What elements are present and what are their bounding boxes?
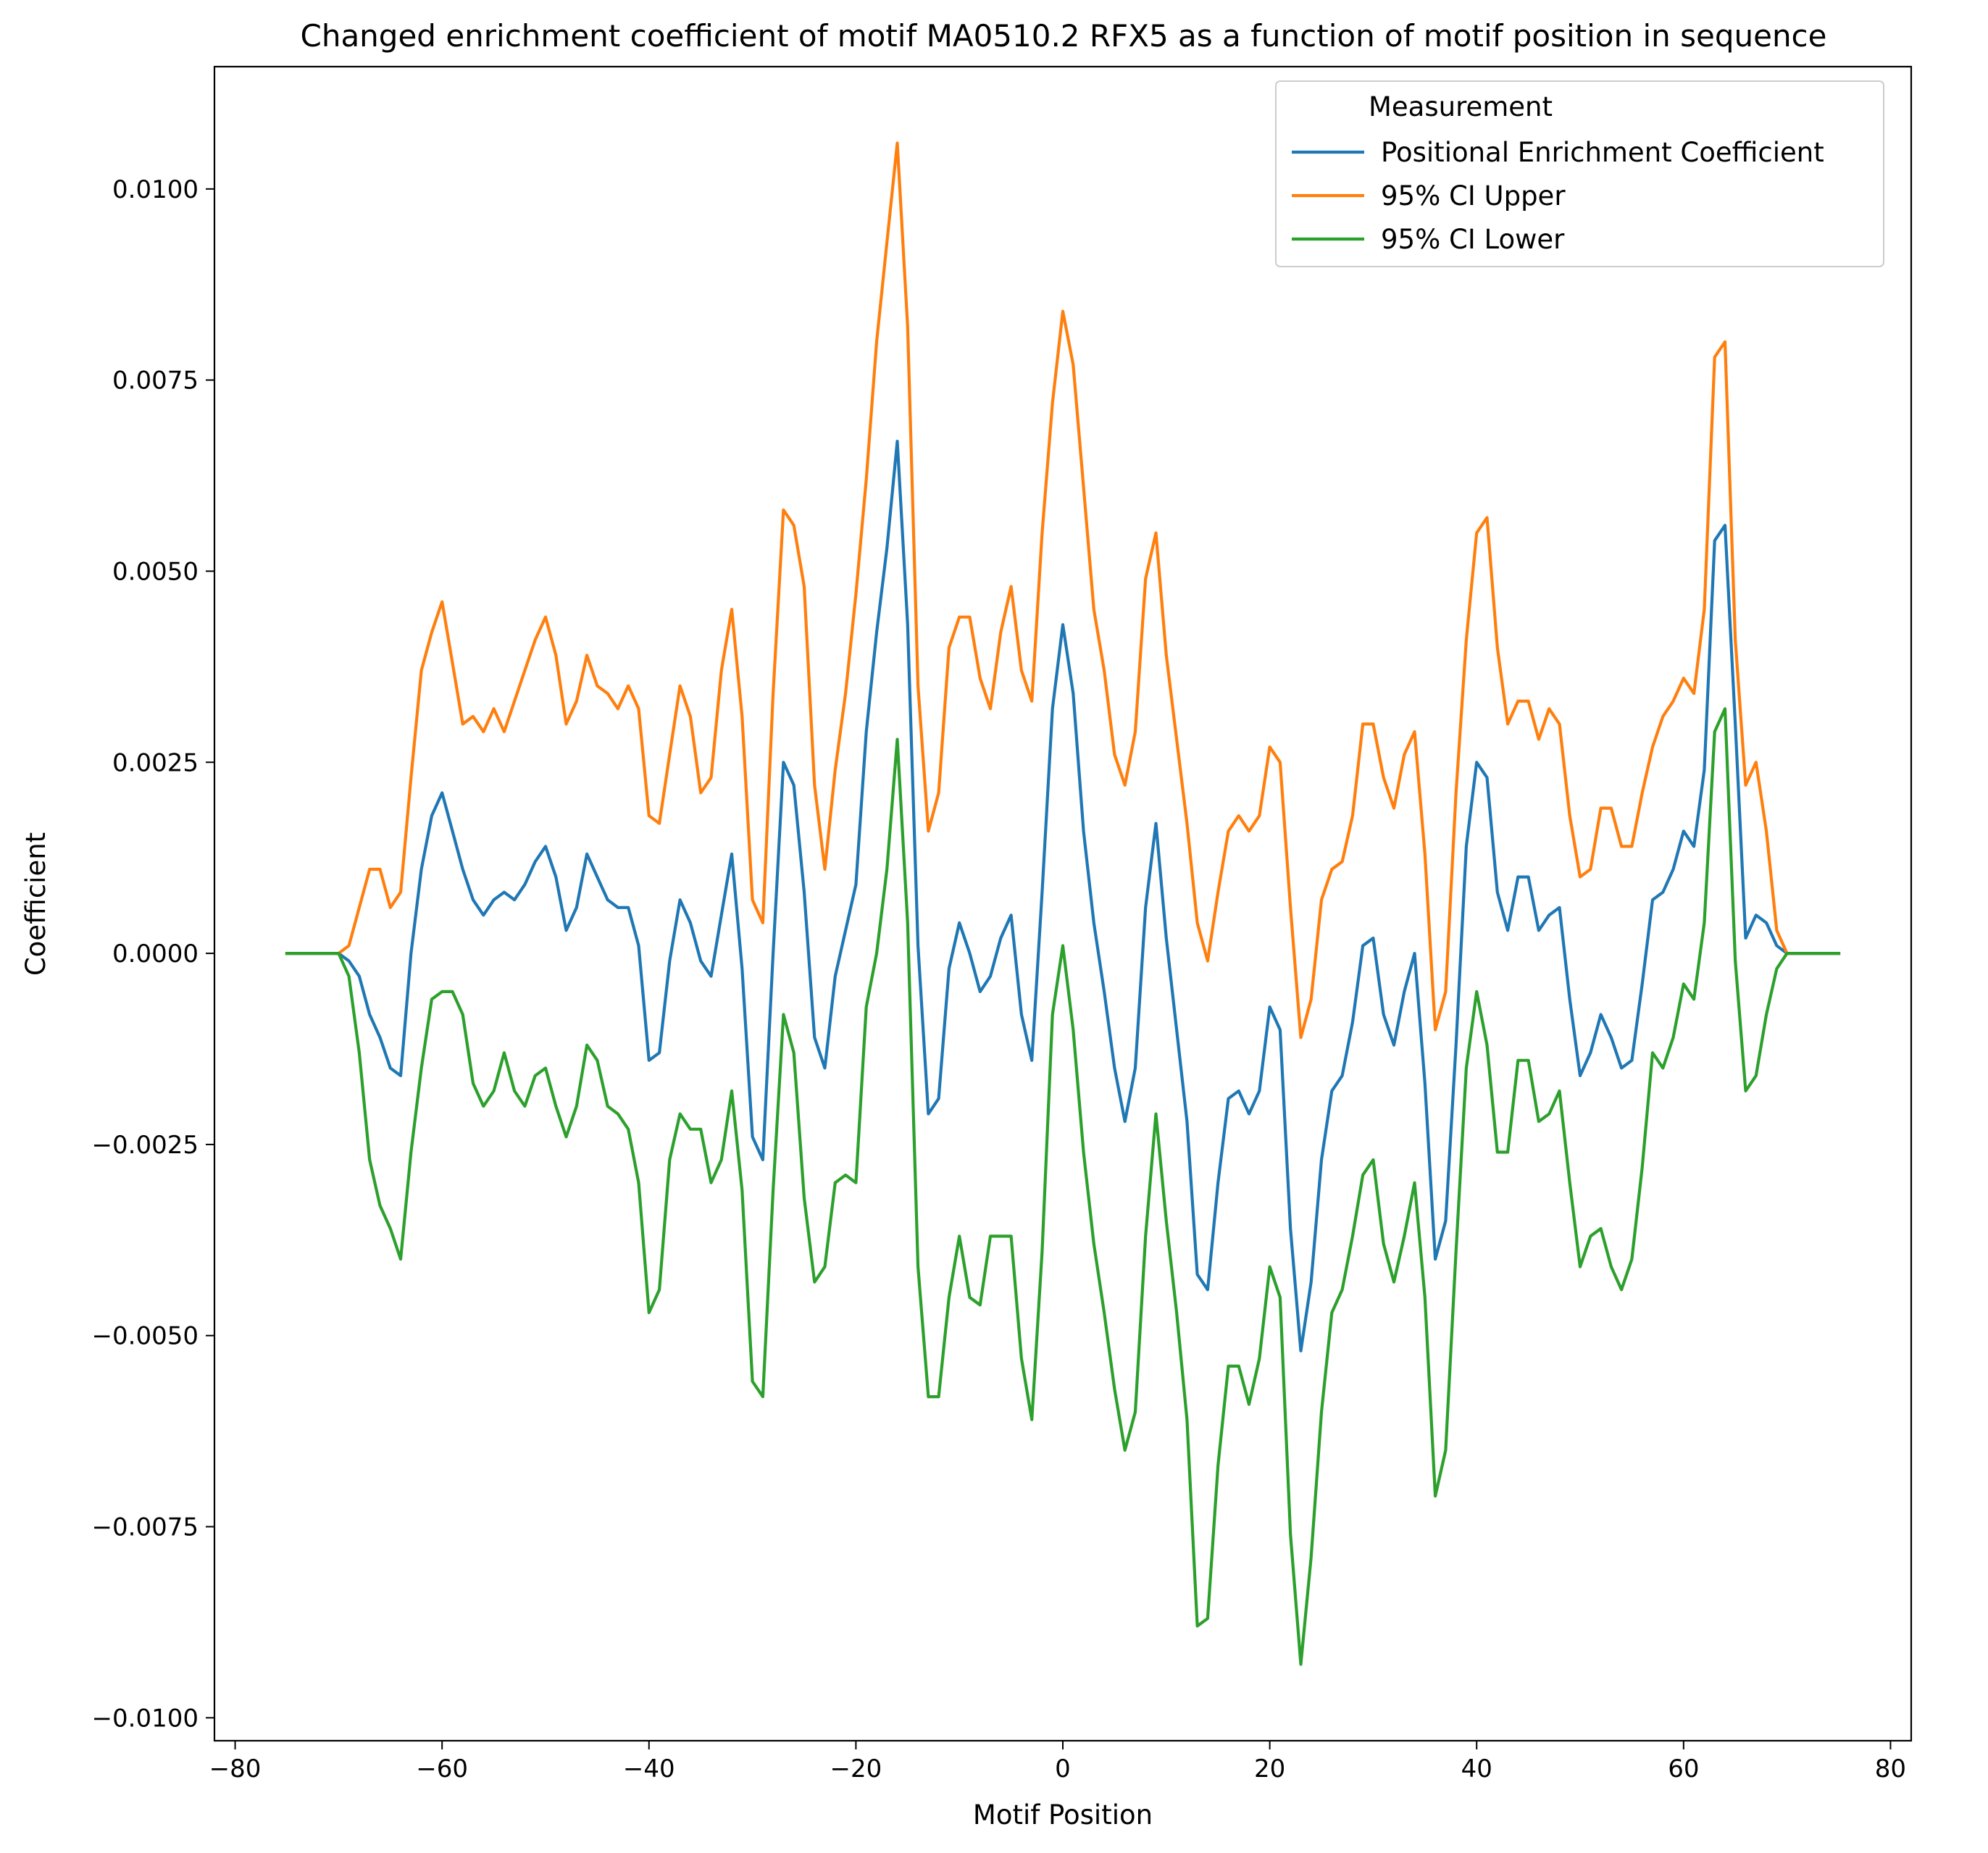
legend-label-2: 95% CI Lower <box>1381 224 1565 255</box>
series-line-2 <box>285 707 1841 1666</box>
x-tick-label: −60 <box>416 1754 468 1783</box>
x-tick-label: 20 <box>1254 1754 1285 1783</box>
x-tick-label: −20 <box>830 1754 882 1783</box>
x-tick-label: 80 <box>1875 1754 1906 1783</box>
y-tick-label: −0.0075 <box>92 1513 199 1542</box>
legend-box <box>1275 80 1884 267</box>
series-line-1 <box>285 141 1841 1040</box>
chart-title: Changed enrichment coefficient of motif … <box>301 18 1827 54</box>
y-tick-label: −0.0025 <box>92 1131 199 1160</box>
y-tick-label: −0.0050 <box>92 1322 199 1351</box>
y-tick-label: 0.0100 <box>112 175 199 204</box>
legend-title: Measurement <box>1369 91 1553 122</box>
x-tick-label: 40 <box>1461 1754 1492 1783</box>
x-tick-label: −40 <box>623 1754 675 1783</box>
x-tick-label: 0 <box>1055 1754 1071 1783</box>
legend-label-0: Positional Enrichment Coefficient <box>1381 137 1824 168</box>
legend: Measurement Positional Enrichment Coeffi… <box>1275 80 1884 267</box>
y-axis-label: Coefficient <box>20 832 51 976</box>
plot-lines <box>285 141 1841 1666</box>
y-tick-label: −0.0100 <box>92 1704 199 1733</box>
y-axis: −0.0100 −0.0075 −0.0050 −0.0025 0.0000 0.0025… <box>92 175 214 1733</box>
y-tick-label: 0.0050 <box>112 557 199 586</box>
y-tick-label: 0.0025 <box>112 748 199 777</box>
y-tick-label: 0.0000 <box>112 940 199 969</box>
series-line-0 <box>285 439 1841 1352</box>
x-axis-label: Motif Position <box>973 1799 1153 1831</box>
x-axis: −80 −60 −40 −20 0 20 40 60 80 <box>209 1741 1906 1783</box>
x-tick-label: −80 <box>209 1754 262 1783</box>
y-tick-label: 0.0075 <box>112 367 199 396</box>
legend-label-1: 95% CI Upper <box>1381 180 1566 212</box>
x-tick-label: 60 <box>1668 1754 1699 1783</box>
